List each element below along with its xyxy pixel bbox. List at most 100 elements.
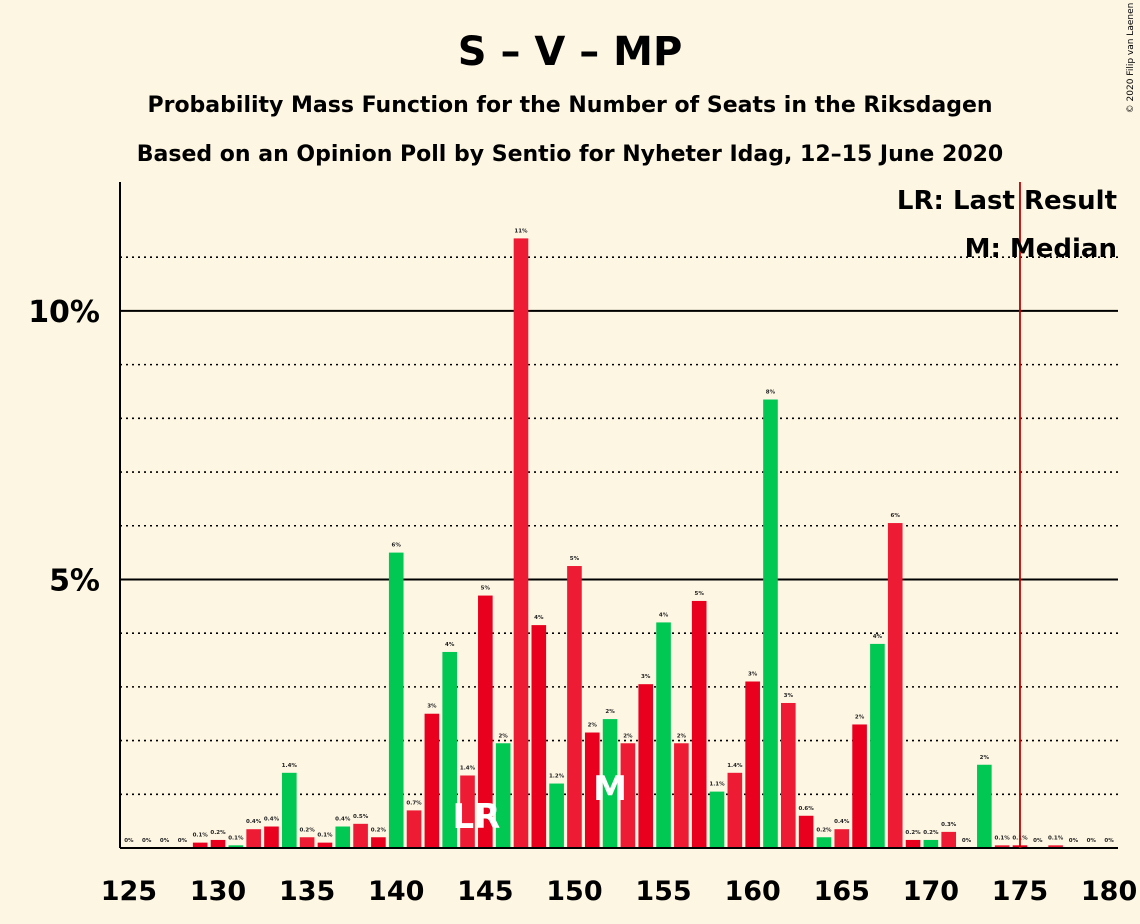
bar-148	[531, 625, 547, 848]
data-label-167: 4%	[873, 634, 883, 640]
median-marker: M	[593, 769, 627, 809]
x-tick-165: 165	[814, 876, 870, 907]
bar-136	[317, 842, 333, 848]
data-label-168: 6%	[891, 513, 901, 519]
data-label-126: 0%	[142, 838, 152, 844]
bar-169	[905, 839, 921, 848]
bar-157	[691, 600, 707, 848]
bar-174	[994, 845, 1010, 848]
bar-141	[406, 810, 422, 848]
bar-161	[763, 399, 778, 848]
data-label-174: 0.1%	[995, 835, 1011, 841]
bar-160	[745, 681, 760, 848]
bar-150	[567, 566, 582, 848]
data-label-159: 1.4%	[727, 763, 743, 769]
bar-146	[495, 743, 511, 848]
bar-140	[388, 552, 404, 848]
bar-152	[602, 719, 618, 848]
bars	[192, 238, 1063, 849]
x-tick-160: 160	[724, 876, 780, 907]
x-tick-145: 145	[457, 876, 513, 907]
data-label-177: 0.1%	[1048, 835, 1064, 841]
grid-lines	[120, 256, 1118, 796]
bar-156	[674, 743, 689, 848]
data-label-163: 0.6%	[798, 806, 814, 812]
data-label-143: 4%	[445, 642, 455, 648]
data-label-166: 2%	[855, 714, 865, 720]
data-label-170: 0.2%	[923, 830, 939, 836]
bar-166	[852, 724, 867, 848]
data-label-136: 0.1%	[317, 833, 333, 839]
bar-153	[620, 743, 636, 848]
bar-162	[780, 702, 796, 848]
y-tick-5: 5%	[49, 563, 100, 598]
x-tick-labels: 125 130 135 140 145 150 155 160 165 170 175 180	[101, 876, 1138, 907]
data-label-125: 0%	[124, 838, 134, 844]
axes	[119, 182, 1118, 849]
bar-134	[281, 772, 297, 848]
bar-163	[798, 815, 814, 848]
data-label-156: 2%	[677, 733, 687, 739]
bar-139	[371, 837, 386, 848]
data-label-173: 2%	[980, 755, 990, 761]
bar-159	[727, 772, 743, 848]
y-tick-labels: 5% 10%	[28, 295, 100, 599]
copyright-notice: © 2020 Filip van Laenen	[1126, 3, 1136, 114]
data-label-179: 0%	[1087, 838, 1097, 844]
data-label-155: 4%	[659, 612, 669, 618]
data-label-158: 1.1%	[709, 782, 725, 788]
data-label-146: 2%	[498, 733, 508, 739]
bar-130	[210, 839, 226, 848]
data-label-151: 2%	[588, 723, 598, 729]
bar-137	[335, 826, 351, 848]
y-tick-10: 10%	[28, 295, 100, 330]
data-label-176: 0%	[1033, 838, 1043, 844]
data-label-140: 6%	[392, 543, 402, 549]
x-tick-175: 175	[992, 876, 1048, 907]
bar-170	[923, 839, 939, 848]
data-label-162: 3%	[784, 693, 794, 699]
data-label-132: 0.4%	[246, 819, 262, 825]
bar-147	[513, 238, 529, 849]
data-label-142: 3%	[427, 704, 437, 710]
data-label-147: 11%	[514, 228, 528, 234]
bar-149	[549, 783, 564, 848]
x-tick-125: 125	[101, 876, 157, 907]
data-label-172: 0%	[962, 838, 972, 844]
data-label-138: 0.5%	[353, 814, 369, 820]
bar-168	[887, 523, 903, 848]
bar-158	[709, 791, 725, 848]
legend-last-result: LR: Last Result	[897, 186, 1117, 216]
x-tick-180: 180	[1081, 876, 1137, 907]
data-label-135: 0.2%	[299, 827, 315, 833]
data-label-148: 4%	[534, 615, 544, 621]
chart-title: S – V – MP	[458, 29, 683, 75]
chart-subtitle-1: Probability Mass Function for the Number…	[147, 93, 992, 118]
x-tick-130: 130	[190, 876, 246, 907]
data-label-133: 0.4%	[264, 817, 280, 823]
data-label-127: 0%	[160, 838, 170, 844]
bar-131	[228, 845, 244, 848]
last-result-marker: LR	[452, 797, 500, 837]
data-label-149: 1.2%	[549, 774, 565, 780]
bar-165	[834, 829, 850, 848]
x-tick-155: 155	[635, 876, 691, 907]
bar-173	[977, 764, 992, 848]
data-label-145: 5%	[481, 586, 491, 592]
chart-subtitle-2: Based on an Opinion Poll by Sentio for N…	[137, 142, 1004, 167]
legend-median: M: Median	[965, 234, 1117, 264]
bar-164	[816, 837, 832, 848]
data-label-165: 0.4%	[834, 819, 850, 825]
data-label-128: 0%	[178, 838, 188, 844]
bar-132	[246, 829, 261, 848]
data-label-157: 5%	[695, 591, 705, 597]
bar-144	[460, 775, 475, 848]
bar-155	[656, 622, 671, 848]
bar-145	[478, 595, 493, 848]
data-label-169: 0.2%	[905, 830, 921, 836]
data-label-134: 1.4%	[282, 763, 298, 769]
bar-135	[299, 837, 315, 848]
data-label-144: 1.4%	[460, 765, 476, 771]
data-label-131: 0.1%	[228, 835, 244, 841]
